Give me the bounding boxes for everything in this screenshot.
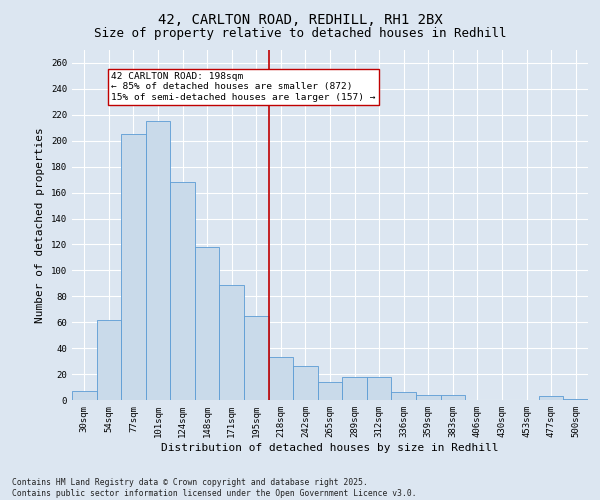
Y-axis label: Number of detached properties: Number of detached properties bbox=[35, 127, 46, 323]
Bar bbox=[244, 316, 269, 400]
Bar bbox=[97, 320, 121, 400]
Text: 42 CARLTON ROAD: 198sqm
← 85% of detached houses are smaller (872)
15% of semi-d: 42 CARLTON ROAD: 198sqm ← 85% of detache… bbox=[112, 72, 376, 102]
Bar bbox=[121, 134, 146, 400]
Bar bbox=[539, 396, 563, 400]
Bar bbox=[440, 395, 465, 400]
X-axis label: Distribution of detached houses by size in Redhill: Distribution of detached houses by size … bbox=[161, 442, 499, 452]
Bar bbox=[367, 376, 391, 400]
Bar bbox=[563, 398, 588, 400]
Text: Size of property relative to detached houses in Redhill: Size of property relative to detached ho… bbox=[94, 28, 506, 40]
Bar bbox=[269, 357, 293, 400]
Bar bbox=[293, 366, 318, 400]
Bar bbox=[220, 284, 244, 400]
Bar bbox=[170, 182, 195, 400]
Bar bbox=[391, 392, 416, 400]
Bar bbox=[72, 391, 97, 400]
Bar bbox=[318, 382, 342, 400]
Bar bbox=[342, 376, 367, 400]
Bar bbox=[146, 122, 170, 400]
Bar bbox=[195, 247, 220, 400]
Text: 42, CARLTON ROAD, REDHILL, RH1 2BX: 42, CARLTON ROAD, REDHILL, RH1 2BX bbox=[158, 12, 442, 26]
Text: Contains HM Land Registry data © Crown copyright and database right 2025.
Contai: Contains HM Land Registry data © Crown c… bbox=[12, 478, 416, 498]
Bar bbox=[416, 395, 440, 400]
